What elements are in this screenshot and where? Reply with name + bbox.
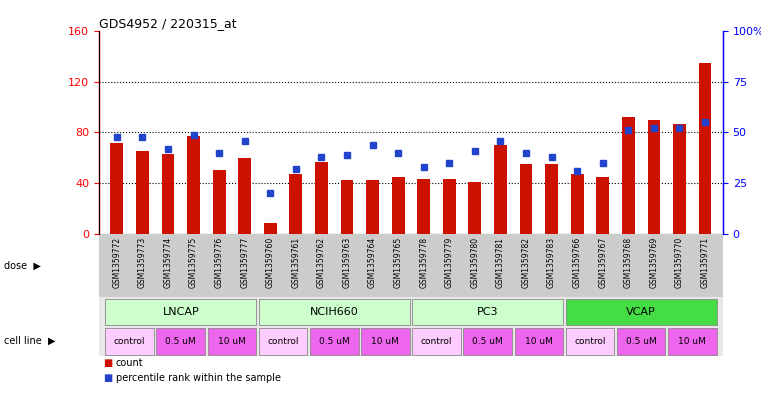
- Bar: [514, 328, 563, 355]
- Text: 0.5 uM: 0.5 uM: [319, 337, 349, 346]
- Bar: [136, 151, 149, 233]
- Bar: [259, 299, 409, 325]
- Text: GSM1359783: GSM1359783: [547, 237, 556, 288]
- Text: GSM1359773: GSM1359773: [138, 237, 147, 288]
- Bar: [565, 328, 614, 355]
- Text: GSM1359762: GSM1359762: [317, 237, 326, 288]
- Text: GSM1359761: GSM1359761: [291, 237, 301, 288]
- Bar: [289, 174, 302, 233]
- Bar: [597, 177, 609, 233]
- Text: control: control: [114, 337, 145, 346]
- Bar: [412, 299, 563, 325]
- Bar: [105, 299, 256, 325]
- Text: NCIH660: NCIH660: [310, 307, 358, 317]
- Text: GSM1359780: GSM1359780: [470, 237, 479, 288]
- Text: control: control: [575, 337, 606, 346]
- Bar: [310, 328, 358, 355]
- Text: 10 uM: 10 uM: [371, 337, 400, 346]
- Bar: [668, 328, 717, 355]
- Bar: [571, 174, 584, 233]
- Bar: [208, 328, 256, 355]
- Text: GSM1359776: GSM1359776: [215, 237, 224, 288]
- Text: GSM1359782: GSM1359782: [521, 237, 530, 288]
- Bar: [157, 328, 205, 355]
- Text: control: control: [267, 337, 299, 346]
- Text: GSM1359775: GSM1359775: [189, 237, 198, 288]
- Text: cell line  ▶: cell line ▶: [4, 336, 56, 346]
- Bar: [110, 143, 123, 233]
- Bar: [520, 164, 533, 233]
- Text: PC3: PC3: [477, 307, 498, 317]
- Bar: [617, 328, 665, 355]
- Text: count: count: [116, 358, 143, 368]
- Text: GSM1359768: GSM1359768: [624, 237, 633, 288]
- Bar: [238, 158, 251, 233]
- Text: 0.5 uM: 0.5 uM: [165, 337, 196, 346]
- Bar: [545, 164, 558, 233]
- Text: 10 uM: 10 uM: [678, 337, 706, 346]
- Text: GSM1359767: GSM1359767: [598, 237, 607, 288]
- Bar: [187, 136, 200, 233]
- Text: 10 uM: 10 uM: [525, 337, 552, 346]
- Text: ■: ■: [103, 358, 112, 368]
- Bar: [392, 177, 405, 233]
- Bar: [417, 179, 430, 233]
- Bar: [341, 180, 353, 233]
- Bar: [213, 171, 225, 233]
- Bar: [565, 299, 717, 325]
- Text: GDS4952 / 220315_at: GDS4952 / 220315_at: [99, 17, 237, 30]
- Text: GSM1359781: GSM1359781: [496, 237, 505, 288]
- Text: GSM1359766: GSM1359766: [573, 237, 581, 288]
- Bar: [648, 120, 661, 233]
- Bar: [264, 224, 277, 233]
- Text: GSM1359770: GSM1359770: [675, 237, 684, 288]
- Text: dose  ▶: dose ▶: [4, 261, 40, 270]
- Text: GSM1359771: GSM1359771: [701, 237, 709, 288]
- Text: percentile rank within the sample: percentile rank within the sample: [116, 373, 281, 383]
- Text: GSM1359774: GSM1359774: [164, 237, 173, 288]
- Text: VCAP: VCAP: [626, 307, 656, 317]
- Text: 0.5 uM: 0.5 uM: [473, 337, 503, 346]
- Text: ■: ■: [103, 373, 112, 383]
- Bar: [315, 162, 328, 233]
- Text: GSM1359763: GSM1359763: [342, 237, 352, 288]
- Bar: [494, 145, 507, 233]
- Text: GSM1359769: GSM1359769: [649, 237, 658, 288]
- Text: GSM1359764: GSM1359764: [368, 237, 377, 288]
- Text: GSM1359765: GSM1359765: [393, 237, 403, 288]
- Text: LNCAP: LNCAP: [162, 307, 199, 317]
- Text: control: control: [421, 337, 452, 346]
- Text: GSM1359778: GSM1359778: [419, 237, 428, 288]
- Bar: [469, 182, 481, 233]
- Bar: [259, 328, 307, 355]
- Bar: [361, 328, 409, 355]
- Text: GSM1359760: GSM1359760: [266, 237, 275, 288]
- Bar: [161, 154, 174, 233]
- Bar: [105, 328, 154, 355]
- Bar: [463, 328, 512, 355]
- Text: 10 uM: 10 uM: [218, 337, 246, 346]
- Bar: [622, 118, 635, 233]
- Bar: [366, 180, 379, 233]
- Text: GSM1359777: GSM1359777: [240, 237, 249, 288]
- Text: GSM1359779: GSM1359779: [444, 237, 454, 288]
- Bar: [412, 328, 461, 355]
- Text: 0.5 uM: 0.5 uM: [626, 337, 657, 346]
- Text: GSM1359772: GSM1359772: [113, 237, 121, 288]
- Bar: [673, 124, 686, 233]
- Bar: [443, 179, 456, 233]
- Bar: [699, 63, 712, 233]
